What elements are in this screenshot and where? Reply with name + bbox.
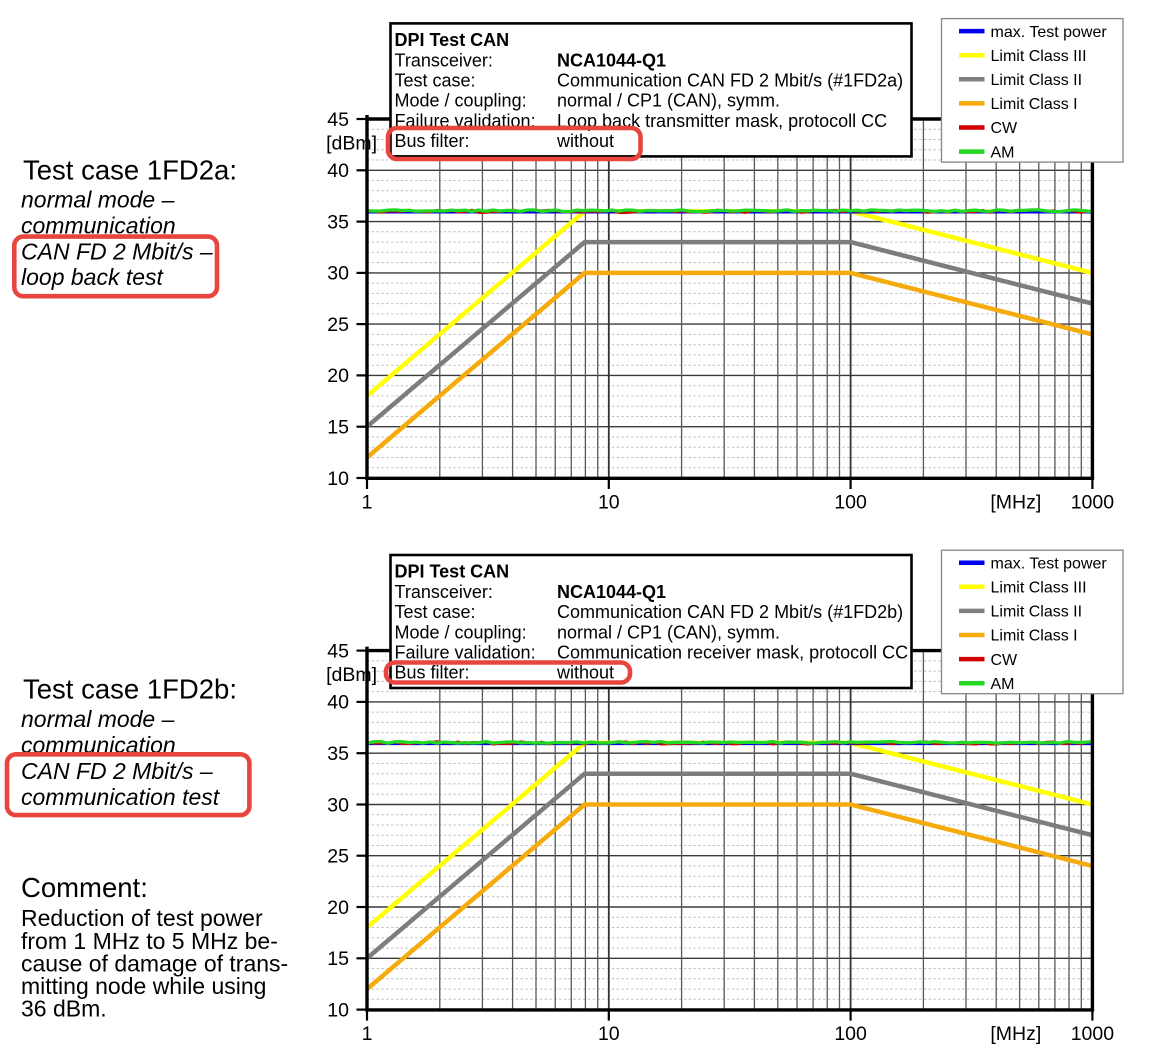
svg-text:normal mode –: normal mode – — [21, 706, 175, 732]
svg-text:15: 15 — [327, 417, 349, 439]
svg-text:normal / CP1 (CAN), symm.: normal / CP1 (CAN), symm. — [557, 622, 780, 642]
svg-text:25: 25 — [327, 846, 349, 868]
svg-text:CAN FD 2 Mbit/s –: CAN FD 2 Mbit/s – — [21, 238, 213, 264]
svg-text:Limit Class I: Limit Class I — [991, 96, 1078, 113]
svg-text:max. Test power: max. Test power — [991, 555, 1108, 572]
svg-text:45: 45 — [327, 109, 349, 131]
svg-text:loop back test: loop back test — [21, 264, 165, 290]
svg-text:10: 10 — [598, 1023, 620, 1045]
svg-text:Bus filter:: Bus filter: — [395, 663, 470, 683]
svg-text:Limit Class III: Limit Class III — [991, 580, 1087, 597]
svg-text:communication test: communication test — [21, 784, 221, 810]
svg-text:100: 100 — [834, 492, 867, 514]
svg-text:1: 1 — [362, 492, 373, 514]
svg-text:communication: communication — [21, 212, 176, 238]
svg-text:Limit Class III: Limit Class III — [991, 48, 1087, 65]
svg-text:Limit Class II: Limit Class II — [991, 604, 1083, 621]
svg-text:10: 10 — [327, 999, 349, 1021]
svg-text:Communication CAN FD 2 Mbit/s: Communication CAN FD 2 Mbit/s (#1FD2b) — [557, 602, 903, 622]
svg-text:1000: 1000 — [1071, 1023, 1115, 1045]
svg-text:Communication CAN FD 2 Mbit/s: Communication CAN FD 2 Mbit/s (#1FD2a) — [557, 71, 903, 91]
svg-text:[dBm]: [dBm] — [326, 664, 377, 686]
svg-text:Loop back transmitter mask, pr: Loop back transmitter mask, protocoll CC — [557, 111, 887, 131]
svg-text:25: 25 — [327, 314, 349, 336]
svg-text:10: 10 — [598, 492, 620, 514]
svg-text:Transceiver:: Transceiver: — [395, 50, 493, 70]
svg-text:CW: CW — [991, 652, 1019, 669]
svg-text:1000: 1000 — [1071, 492, 1115, 514]
svg-text:normal / CP1 (CAN), symm.: normal / CP1 (CAN), symm. — [557, 91, 780, 111]
svg-text:Failure validation:: Failure validation: — [395, 643, 536, 663]
svg-text:CAN FD 2 Mbit/s –: CAN FD 2 Mbit/s – — [21, 758, 213, 784]
svg-text:Limit Class I: Limit Class I — [991, 628, 1078, 645]
svg-text:NCA1044-Q1: NCA1044-Q1 — [557, 50, 666, 70]
svg-text:36 dBm.: 36 dBm. — [21, 995, 107, 1021]
svg-text:without: without — [556, 131, 614, 151]
svg-text:Mode / coupling:: Mode / coupling: — [395, 622, 527, 642]
svg-text:AM: AM — [991, 676, 1015, 693]
svg-text:Communication receiver mask, p: Communication receiver mask, protocoll C… — [557, 643, 908, 663]
svg-text:normal mode –: normal mode – — [21, 187, 175, 213]
svg-text:[MHz]: [MHz] — [990, 1023, 1041, 1045]
svg-text:20: 20 — [327, 897, 349, 919]
svg-text:DPI Test CAN: DPI Test CAN — [395, 30, 510, 50]
svg-text:Bus filter:: Bus filter: — [395, 131, 470, 151]
svg-text:mitting node while using: mitting node while using — [21, 973, 266, 999]
svg-text:NCA1044-Q1: NCA1044-Q1 — [557, 582, 666, 602]
svg-text:30: 30 — [327, 794, 349, 816]
svg-text:40: 40 — [327, 692, 349, 714]
svg-text:Test case 1FD2a:: Test case 1FD2a: — [23, 155, 237, 186]
svg-text:Test case:: Test case: — [395, 602, 476, 622]
svg-text:without: without — [556, 663, 614, 683]
svg-text:100: 100 — [834, 1023, 867, 1045]
svg-text:15: 15 — [327, 948, 349, 970]
svg-text:[dBm]: [dBm] — [326, 133, 377, 155]
svg-text:10: 10 — [327, 468, 349, 490]
svg-text:1: 1 — [362, 1023, 373, 1045]
svg-text:Comment:: Comment: — [21, 872, 148, 903]
svg-text:Limit Class II: Limit Class II — [991, 72, 1083, 89]
svg-text:max. Test power: max. Test power — [991, 24, 1108, 41]
svg-text:Transceiver:: Transceiver: — [395, 582, 493, 602]
svg-text:30: 30 — [327, 263, 349, 285]
svg-text:from 1 MHz to 5 MHz be-: from 1 MHz to 5 MHz be- — [21, 928, 278, 954]
svg-text:40: 40 — [327, 160, 349, 182]
svg-text:CW: CW — [991, 120, 1019, 137]
svg-text:AM: AM — [991, 144, 1015, 161]
svg-text:Test case 1FD2b:: Test case 1FD2b: — [23, 673, 237, 704]
svg-text:[MHz]: [MHz] — [990, 492, 1041, 514]
svg-text:Reduction of test power: Reduction of test power — [21, 905, 263, 931]
svg-text:45: 45 — [327, 640, 349, 662]
svg-text:35: 35 — [327, 743, 349, 765]
svg-text:DPI Test CAN: DPI Test CAN — [395, 562, 510, 582]
svg-text:cause of damage of trans-: cause of damage of trans- — [21, 950, 288, 976]
svg-text:20: 20 — [327, 365, 349, 387]
svg-text:Test case:: Test case: — [395, 71, 476, 91]
svg-text:35: 35 — [327, 211, 349, 233]
svg-text:Mode / coupling:: Mode / coupling: — [395, 91, 527, 111]
